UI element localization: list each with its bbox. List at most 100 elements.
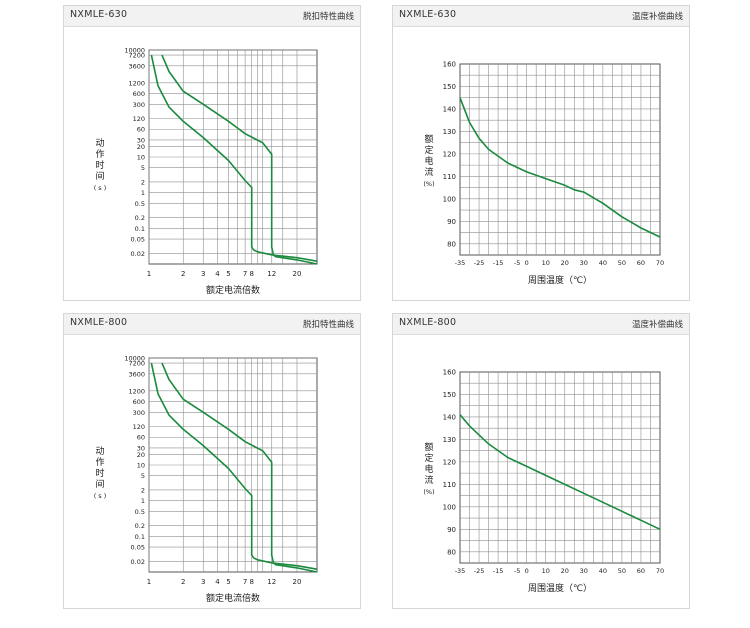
- y-tick-label: 0.5: [135, 200, 145, 208]
- y-tick-label: 0.02: [131, 250, 145, 258]
- x-axis-label: 额定电流倍数: [206, 284, 260, 296]
- y-tick-label: 10: [137, 462, 145, 470]
- x-tick-label: 50: [618, 567, 626, 575]
- y-tick-label: 3600: [128, 62, 145, 70]
- y-tick-label: 2: [141, 178, 145, 186]
- x-axis-label: 周围温度（℃）: [528, 582, 592, 594]
- y-axis-label: 动: [95, 446, 104, 457]
- temperature-curve-series-1: [459, 97, 661, 238]
- y-tick-label: 80: [447, 548, 456, 556]
- x-tick-label: 3: [201, 270, 205, 278]
- x-tick-label: -25: [474, 567, 485, 575]
- card-header: NXMLE-630 脱扣特性曲线: [64, 6, 360, 27]
- trip-curve-chart: 10000720036001200600300120603020105210.5…: [94, 47, 318, 296]
- y-tick-label: 120: [133, 115, 145, 123]
- x-axis-label: 额定电流倍数: [206, 592, 260, 604]
- x-tick-label: 5: [226, 270, 230, 278]
- x-tick-label: 12: [267, 578, 276, 586]
- y-tick-label: 20: [137, 143, 145, 151]
- x-tick-label: 7: [243, 578, 247, 586]
- y-tick-label: 3600: [128, 370, 145, 378]
- y-tick-label: 140: [443, 105, 456, 113]
- x-tick-label: -15: [493, 259, 504, 267]
- y-tick-label: 7200: [128, 360, 145, 368]
- x-tick-label: -15: [493, 567, 504, 575]
- y-axis-label: 定: [424, 144, 433, 156]
- x-tick-label: 10: [542, 259, 550, 267]
- y-tick-label: 30: [137, 444, 145, 452]
- y-axis-label: 电: [424, 155, 433, 167]
- y-tick-label: 100: [443, 503, 456, 511]
- x-tick-label: 4: [215, 270, 220, 278]
- y-tick-label: 10000: [124, 47, 145, 55]
- y-axis-label: ( s ): [94, 492, 107, 500]
- x-tick-label: -35: [455, 567, 466, 575]
- y-tick-label: 130: [443, 128, 456, 136]
- y-tick-label: 1: [141, 497, 145, 505]
- y-tick-label: 140: [443, 413, 456, 421]
- x-axis-label: 周围温度（℃）: [528, 274, 592, 286]
- y-tick-label: 0.5: [135, 508, 145, 516]
- y-axis-label: 定: [424, 452, 433, 464]
- x-tick-label: 60: [637, 259, 645, 267]
- y-tick-label: 0.1: [135, 225, 145, 233]
- y-tick-label: 90: [447, 218, 456, 226]
- trip-curve-series-2: [161, 54, 318, 265]
- temperature-curve-chart: 160 150 140 130 120 110 100 90 80 -35 -25 -15 -5 0 10 2…: [423, 369, 664, 595]
- temperature-curve-series-1: [459, 414, 661, 531]
- y-axis-label: 时: [95, 467, 104, 479]
- x-tick-label: 12: [267, 270, 276, 278]
- x-tick-label: 50: [618, 259, 626, 267]
- x-tick-label: 20: [293, 270, 302, 278]
- x-tick-label: 40: [599, 567, 607, 575]
- y-axis-label: 动: [95, 138, 104, 149]
- x-tick-label: -5: [514, 567, 520, 575]
- x-tick-label: 60: [637, 567, 645, 575]
- card-title: NXMLE-630: [70, 9, 128, 20]
- y-tick-label: 80: [447, 240, 456, 248]
- y-axis-label: ( s ): [94, 184, 107, 192]
- y-tick-label: 90: [447, 526, 456, 534]
- x-tick-label: 20: [293, 578, 302, 586]
- y-tick-label: 300: [133, 409, 145, 417]
- y-axis-label: 作: [95, 456, 104, 468]
- y-tick-label: 0.02: [131, 558, 145, 566]
- card-header: NXMLE-800 脱扣特性曲线: [64, 314, 360, 335]
- trip-curve-chart: 10000720036001200600300120603020105210.5…: [94, 355, 318, 604]
- y-axis-label: 电: [424, 463, 433, 475]
- x-tick-label: 1: [147, 270, 151, 278]
- x-tick-label: 7: [243, 270, 247, 278]
- card-title: NXMLE-800: [399, 317, 457, 328]
- x-tick-label: 0: [525, 567, 529, 575]
- y-tick-label: 1200: [128, 79, 145, 87]
- trip-curve-series-1: [150, 54, 318, 262]
- y-tick-label: 110: [443, 173, 456, 181]
- x-tick-label: 2: [181, 578, 185, 586]
- y-tick-label: 1: [141, 189, 145, 197]
- y-tick-label: 100: [443, 195, 456, 203]
- y-axis-label: 时: [95, 159, 104, 171]
- plot-frame: [459, 371, 661, 564]
- card-header: NXMLE-800 温度补偿曲线: [393, 314, 689, 335]
- card-subtitle: 温度补偿曲线: [631, 12, 683, 22]
- card-subtitle: 温度补偿曲线: [631, 320, 683, 330]
- card-header: NXMLE-630 温度补偿曲线: [393, 6, 689, 27]
- y-tick-label: 1200: [128, 387, 145, 395]
- x-tick-label: 1: [147, 578, 151, 586]
- trip-curve-series-2: [161, 362, 318, 573]
- y-tick-label: 120: [443, 150, 456, 158]
- y-axis-label: (%): [423, 180, 434, 188]
- x-tick-label: -25: [474, 259, 485, 267]
- card-title: NXMLE-800: [70, 317, 128, 328]
- x-tick-label: 8: [249, 270, 253, 278]
- y-axis-label: 作: [95, 148, 104, 160]
- trip-curve-card-630: NXMLE-630 脱扣特性曲线 10000 7200 3600 1200 600 300…: [63, 5, 361, 301]
- temp-curve-card-630: NXMLE-630 温度补偿曲线 160 150 140 130 120 110 100 90…: [392, 5, 690, 301]
- y-tick-label: 20: [137, 451, 145, 459]
- x-tick-label: 4: [215, 578, 220, 586]
- y-tick-label: 110: [443, 481, 456, 489]
- y-axis-label: 额: [424, 133, 433, 145]
- y-tick-label: 10000: [124, 355, 145, 363]
- y-axis-label: 间: [95, 478, 104, 490]
- x-tick-label: -5: [514, 259, 520, 267]
